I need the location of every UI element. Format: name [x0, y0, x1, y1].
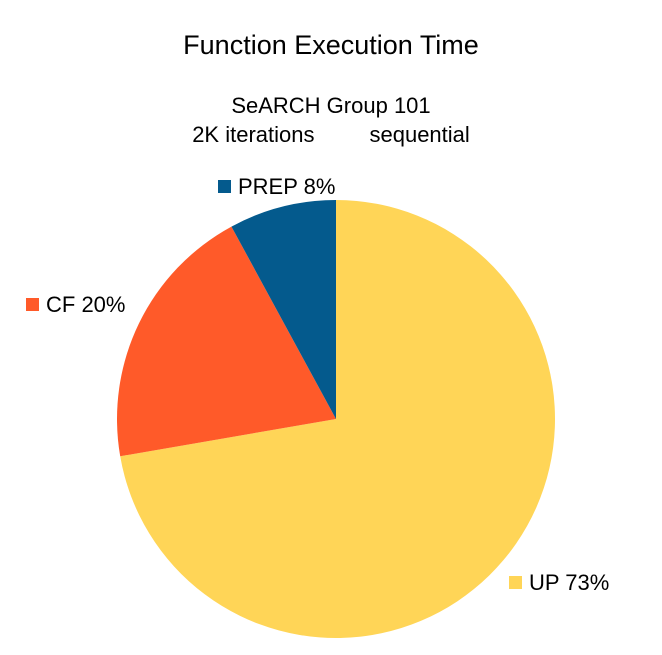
legend-swatch-up: [509, 576, 522, 589]
slice-label-up-text: UP 73%: [529, 570, 610, 595]
legend-swatch-prep: [218, 180, 231, 193]
chart-title: Function Execution Time: [183, 30, 479, 60]
slice-label-cf: CF 20%: [26, 292, 125, 318]
slice-label-prep: PREP 8%: [218, 174, 335, 200]
pie-slice-prep: [231, 200, 336, 419]
pie-slice-up: [120, 200, 556, 638]
chart-subtitle-line-2: 2K iterations sequential: [192, 122, 470, 147]
legend-swatch-cf: [26, 298, 39, 311]
slice-label-cf-text: CF 20%: [46, 292, 126, 317]
slice-label-up: UP 73%: [509, 570, 609, 596]
chart-subtitle-line-1: SeARCH Group 101: [231, 93, 431, 118]
pie-slice-cf: [117, 226, 336, 457]
slice-label-prep-text: PREP 8%: [238, 174, 336, 199]
